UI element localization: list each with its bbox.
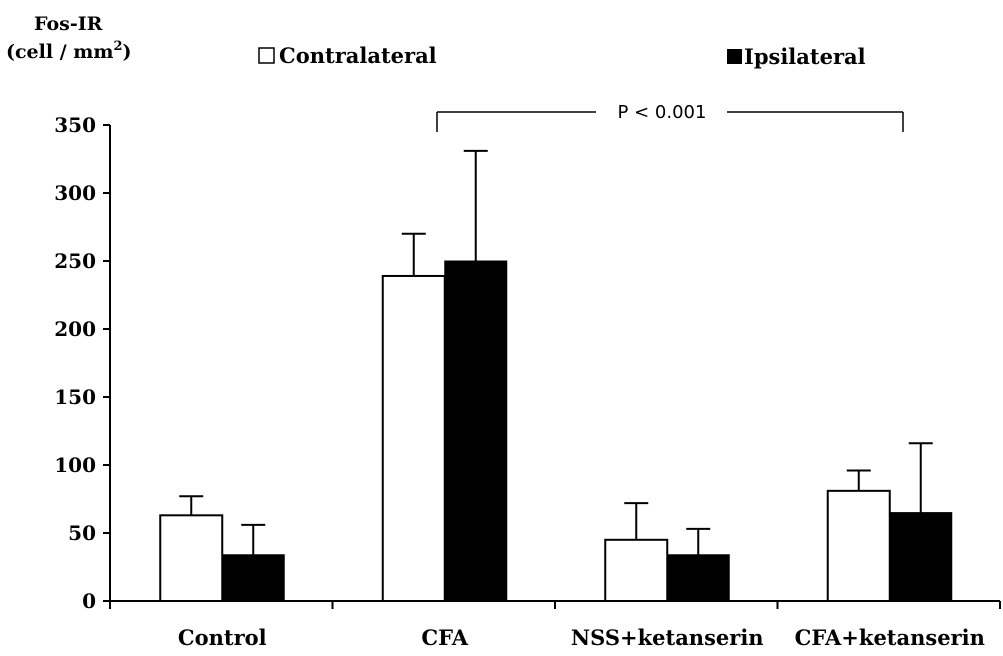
y-tick-label: 200 (54, 317, 96, 341)
bar-ipsilateral (666, 554, 730, 602)
y-axis-label-unit: (cell / mm (6, 41, 113, 63)
legend-swatch-contralateral (258, 47, 275, 64)
category-label: CFA+ketanserin (795, 625, 985, 650)
category-labels: Control CFA NSS+ketanserin CFA+ketanserin (178, 625, 985, 650)
y-axis-label-close: ) (123, 41, 132, 63)
y-axis-label-line1: Fos-IR (34, 13, 103, 35)
category-label: Control (178, 625, 267, 650)
y-tick-label: 150 (54, 385, 96, 409)
y-tick-label: 350 (54, 113, 96, 137)
category-label: CFA (421, 625, 468, 650)
category-label: NSS+ketanserin (571, 625, 764, 650)
y-tick-label: 250 (54, 249, 96, 273)
bar-contralateral (826, 489, 891, 602)
bar-ipsilateral (889, 512, 953, 602)
bar-contralateral (159, 514, 224, 603)
significance-annotation: P < 0.001 (436, 102, 904, 132)
bar-contralateral (604, 538, 669, 602)
y-tick-label: 300 (54, 181, 96, 205)
y-ticks: 0 50 100 150 200 250 300 350 (54, 113, 110, 613)
legend-swatch-ipsilateral (727, 49, 742, 64)
x-ticks (109, 601, 1001, 609)
y-tick-label: 0 (82, 589, 96, 613)
bar-ipsilateral (444, 260, 508, 602)
y-axis-label-line2: (cell / mm2) (6, 39, 132, 63)
legend: Contralateral Ipsilateral (258, 43, 866, 69)
bars (159, 149, 953, 603)
y-tick-label: 50 (68, 521, 96, 545)
bar-ipsilateral (221, 554, 285, 602)
y-axis-label-superscript: 2 (113, 39, 122, 54)
legend-label-ipsilateral: Ipsilateral (744, 44, 866, 69)
annotation-text: P < 0.001 (618, 102, 707, 123)
legend-label-contralateral: Contralateral (279, 43, 437, 68)
bar-contralateral (381, 274, 446, 602)
y-tick-label: 100 (54, 453, 96, 477)
